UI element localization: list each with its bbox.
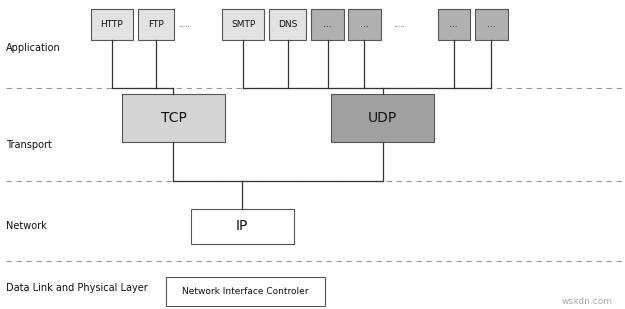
Text: Data Link and Physical Layer: Data Link and Physical Layer (6, 283, 148, 293)
FancyBboxPatch shape (475, 9, 508, 40)
Text: ...: ... (449, 20, 458, 29)
Text: UDP: UDP (368, 111, 398, 125)
Text: FTP: FTP (148, 20, 164, 29)
FancyBboxPatch shape (91, 9, 133, 40)
FancyBboxPatch shape (269, 9, 306, 40)
Text: TCP: TCP (161, 111, 186, 125)
Text: HTTP: HTTP (101, 20, 123, 29)
Text: DNS: DNS (278, 20, 298, 29)
Text: Application: Application (6, 43, 61, 53)
Text: .....: ..... (393, 20, 405, 29)
Text: SMTP: SMTP (231, 20, 255, 29)
FancyBboxPatch shape (166, 277, 325, 306)
FancyBboxPatch shape (311, 9, 344, 40)
FancyBboxPatch shape (191, 209, 294, 244)
Text: .....: ..... (179, 20, 190, 29)
Text: IP: IP (236, 219, 248, 233)
Text: ...: ... (487, 20, 496, 29)
FancyBboxPatch shape (122, 94, 225, 142)
Text: Network Interface Controler: Network Interface Controler (182, 287, 309, 296)
Text: ...: ... (360, 20, 369, 29)
FancyBboxPatch shape (138, 9, 174, 40)
Text: wsxdn.com: wsxdn.com (561, 297, 612, 306)
Text: Network: Network (6, 221, 47, 231)
FancyBboxPatch shape (348, 9, 381, 40)
FancyBboxPatch shape (331, 94, 434, 142)
Text: Transport: Transport (6, 140, 52, 150)
Text: ...: ... (323, 20, 332, 29)
FancyBboxPatch shape (438, 9, 470, 40)
FancyBboxPatch shape (222, 9, 264, 40)
